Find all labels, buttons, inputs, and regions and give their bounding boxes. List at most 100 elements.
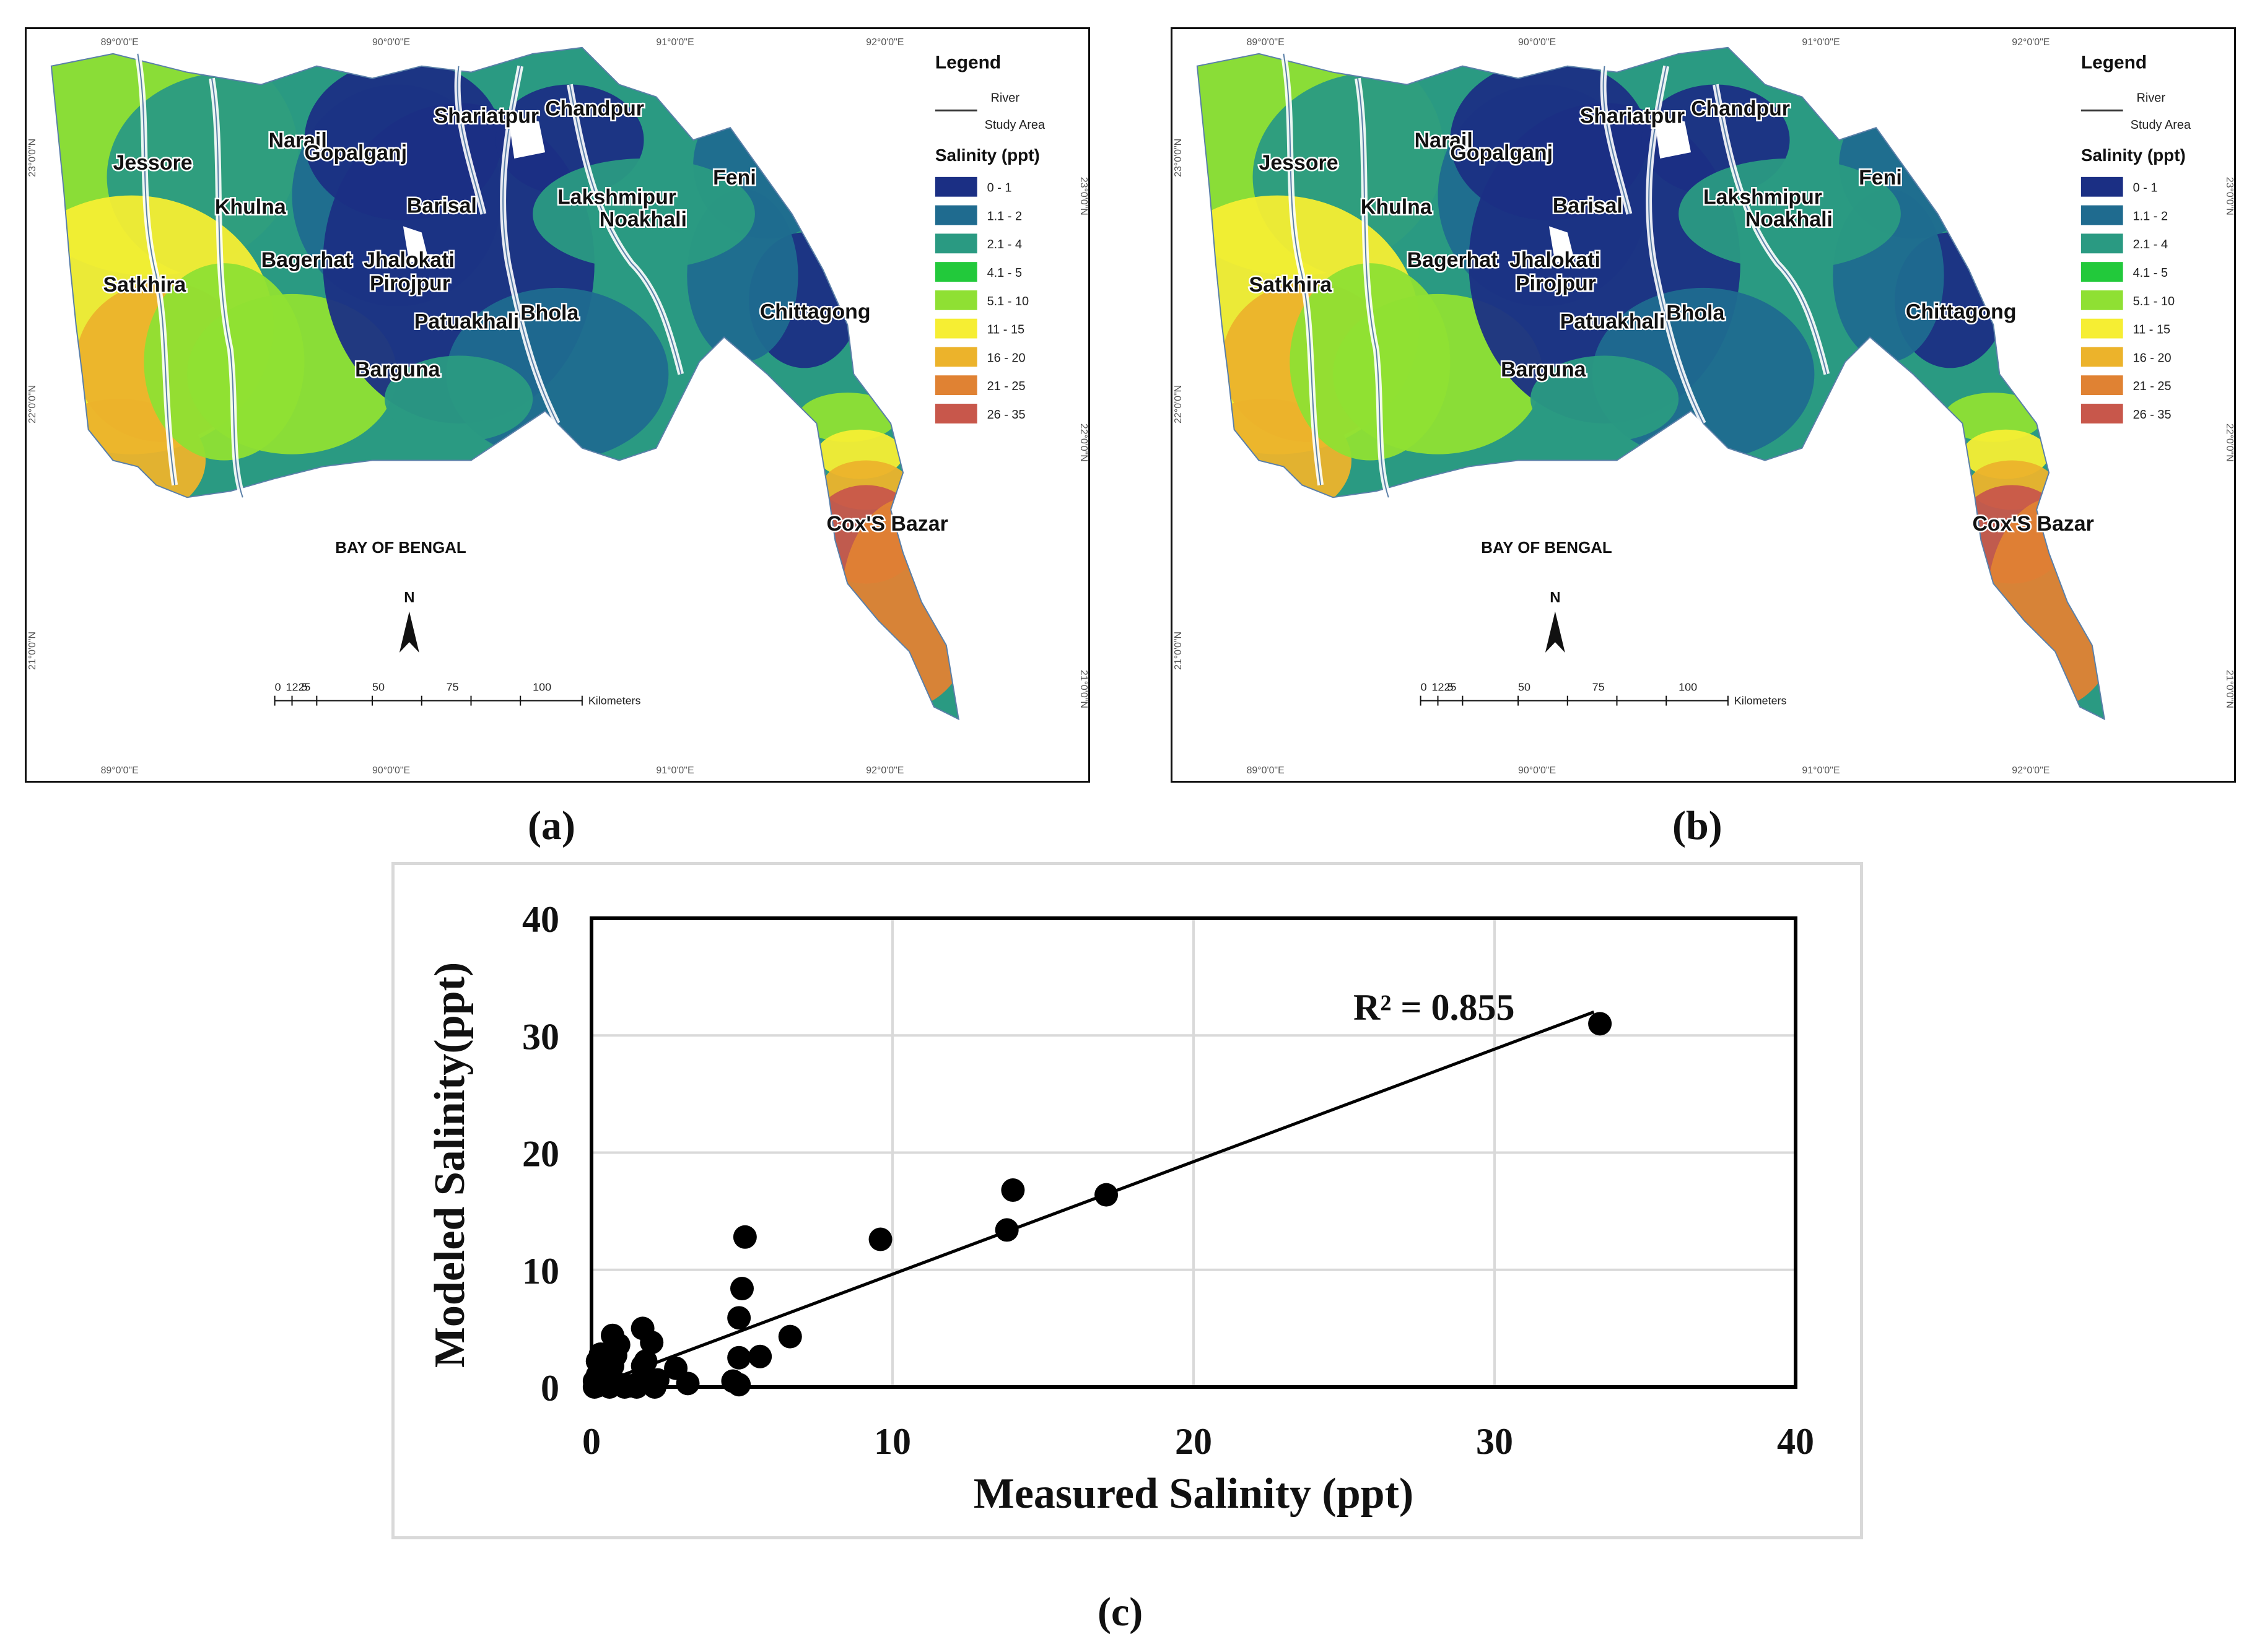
coord-label-top: 92°0'0"E (2012, 37, 2050, 48)
scale-number: 50 (372, 681, 385, 693)
y-tick-label: 40 (522, 899, 559, 940)
x-tick-label: 10 (874, 1421, 911, 1462)
place-label: Jessore (1259, 151, 1338, 175)
place-label: Narail (269, 129, 327, 152)
legend-swatch (935, 176, 977, 197)
data-point (1588, 1012, 1612, 1036)
legend-swatch (2080, 205, 2123, 225)
legend-class-label: 0 - 1 (2133, 181, 2158, 195)
place-label: Bagerhat (1407, 248, 1498, 272)
place-label: Noakhali (1745, 207, 1833, 231)
scale-number: 75 (1592, 681, 1605, 693)
legend-salinity-title: Salinity (ppt) (935, 146, 1040, 165)
scale-number: 0 (275, 681, 281, 693)
legend-river-label: River (991, 91, 1020, 105)
island (1654, 115, 1692, 159)
north-label: N (1550, 589, 1560, 606)
place-label: Lakshmipur (1703, 186, 1822, 209)
legend-swatch (2080, 176, 2123, 197)
place-label: Lakshmipur (557, 186, 676, 209)
legend-swatch (2080, 404, 2123, 424)
legend-study-area-label: Study Area (985, 118, 1046, 132)
legend-title: Legend (2081, 53, 2147, 73)
y-tick-label: 0 (541, 1368, 559, 1409)
legend-swatch (2080, 318, 2123, 339)
sea-label: BAY OF BENGAL (335, 539, 466, 557)
legend-class-label: 5.1 - 10 (987, 295, 1029, 308)
place-label: Cox'S Bazar (826, 512, 948, 536)
coord-label-top: 90°0'0"E (1518, 37, 1556, 48)
legend-class-label: 21 - 25 (987, 380, 1026, 393)
map-panel-a: Shariatpur Chandpur Narail Gopalganj Jessore… (25, 27, 1090, 783)
caption-a: (a) (528, 803, 575, 848)
legend-swatch (935, 290, 977, 310)
coord-label-bottom: 90°0'0"E (1518, 765, 1556, 776)
data-point (748, 1344, 772, 1368)
y-tick-label: 20 (522, 1134, 559, 1175)
sea-label: BAY OF BENGAL (1481, 539, 1612, 557)
legend-swatch (935, 205, 977, 225)
river-line (137, 53, 176, 485)
scale-number: 75 (447, 681, 459, 693)
legend-swatch (935, 347, 977, 367)
data-point (778, 1324, 802, 1349)
place-label: Bagerhat (261, 248, 352, 272)
coord-label-left: 22°0'0"N (1173, 385, 1184, 424)
caption-c: (c) (1098, 1589, 1143, 1635)
place-label: Pirojpur (1516, 272, 1596, 295)
data-point (995, 1218, 1019, 1242)
legend-swatch (935, 404, 977, 424)
legend-class-label: 21 - 25 (2133, 380, 2172, 393)
coord-label-right: 23°0'0"N (1078, 177, 1088, 215)
salinity-zone (1944, 393, 2043, 442)
salinity-zone (304, 59, 502, 220)
legend-study-area-label: Study Area (2131, 118, 2191, 132)
place-label: Feni (713, 166, 756, 189)
island (508, 115, 546, 159)
coord-label-top: 89°0'0"E (1247, 37, 1285, 48)
scatter-chart: 0 10 20 30 40 0 10 20 30 40 R² = 0.855 Measured Sal… (426, 899, 1814, 1518)
salinity-zone (384, 355, 533, 442)
data-point (727, 1373, 751, 1397)
coord-label-bottom: 89°0'0"E (1247, 765, 1285, 776)
legend-class-label: 0 - 1 (987, 181, 1012, 195)
legend-class-label: 1.1 - 2 (987, 209, 1022, 223)
legend-title: Legend (935, 53, 1001, 73)
study-area-boundary (50, 46, 960, 721)
salinity-zone (1679, 158, 1901, 270)
x-axis-label: Measured Salinity (ppt) (974, 1470, 1413, 1518)
legend-class-label: 5.1 - 10 (2133, 295, 2175, 308)
coord-label-right: 23°0'0"N (2224, 177, 2234, 215)
place-label: Jessore (113, 151, 193, 175)
scale-unit: Kilometers (588, 695, 641, 707)
place-label: Chittagong (760, 300, 871, 324)
legend-class-label: 16 - 20 (2133, 351, 2172, 365)
legend-class-label: 4.1 - 5 (987, 266, 1022, 280)
legend-class-label: 16 - 20 (987, 351, 1026, 365)
place-label: Patuakhali (1560, 310, 1665, 334)
place-label: Shariatpur (434, 104, 539, 128)
place-label: Pirojpur (370, 272, 450, 295)
place-label: Jhalokati (364, 248, 455, 272)
scale-number: 25 (1444, 681, 1456, 693)
place-label: Jhalokati (1509, 248, 1600, 272)
data-point (640, 1331, 664, 1355)
scale-number: 12.5 (1432, 681, 1454, 693)
salinity-zone (1450, 59, 1648, 220)
coord-label-top: 89°0'0"E (101, 37, 139, 48)
map-panel-b: Shariatpur Chandpur Narail Gopalganj Jessore… (1171, 27, 2236, 783)
legend-swatch (2080, 347, 2123, 367)
place-label: Gopalganj (304, 141, 407, 165)
data-point (676, 1372, 700, 1396)
coord-label-top: 92°0'0"E (866, 37, 904, 48)
place-label: Satkhira (1249, 273, 1333, 297)
place-label: Barisal (407, 194, 477, 218)
scale-number: 0 (1421, 681, 1427, 693)
plot-area-border (590, 916, 1797, 1389)
coord-label-right: 21°0'0"N (2224, 670, 2234, 708)
river-line (1283, 53, 1322, 485)
scale-number: 50 (1518, 681, 1530, 693)
data-point (1001, 1178, 1025, 1202)
